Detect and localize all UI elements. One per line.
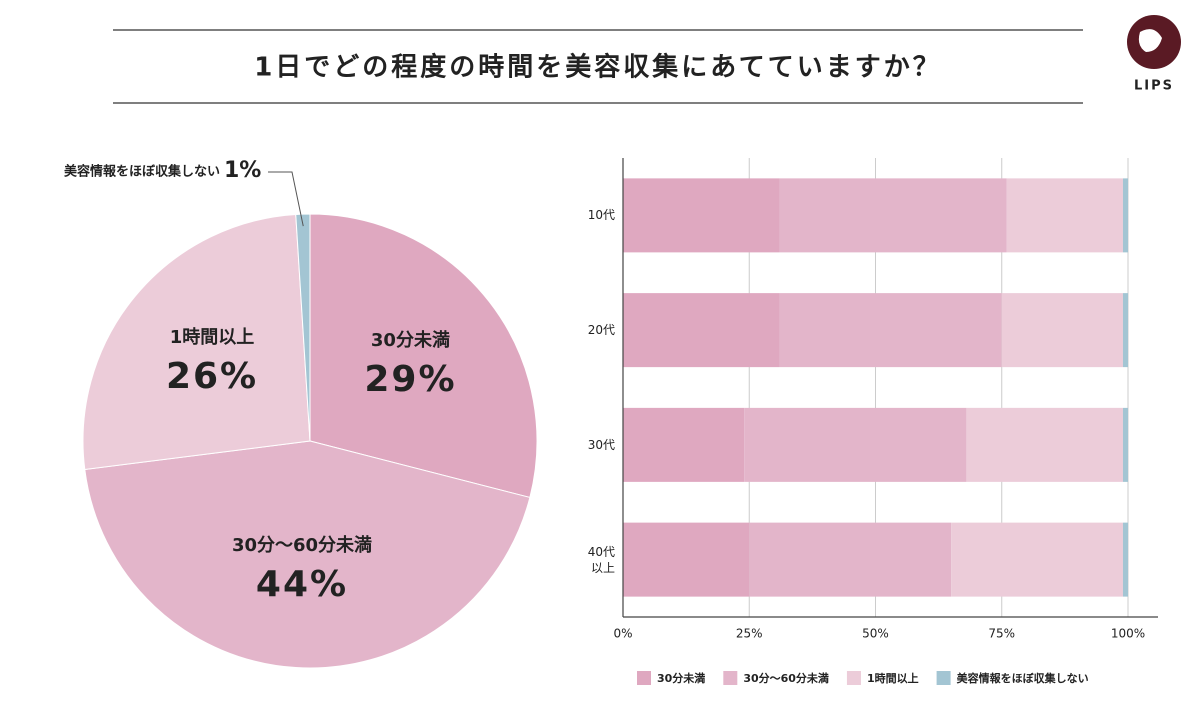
- pie-slice: [82, 213, 311, 471]
- bar-segment: [1006, 178, 1123, 253]
- bar-segment: [623, 293, 780, 368]
- slice-value: 44%: [256, 564, 348, 605]
- bar-segment: [623, 522, 750, 597]
- legend-label: 美容情報をほぼ収集しない: [957, 671, 1089, 685]
- slice-value: 26%: [166, 356, 258, 397]
- x-tick-label: 75%: [988, 627, 1015, 641]
- legend-label: 30分〜60分未満: [743, 671, 829, 685]
- slice-category: 30分未満: [371, 329, 450, 351]
- x-tick-label: 25%: [736, 627, 763, 641]
- y-tick-label: 10代: [587, 208, 615, 223]
- slice-value: 1%: [224, 158, 261, 183]
- slice-value: 29%: [364, 359, 456, 400]
- legend-swatch: [723, 671, 738, 685]
- bar-segment: [966, 407, 1123, 482]
- logo-text: LIPS: [1134, 79, 1174, 94]
- slice-category: 30分〜60分未満: [232, 534, 372, 556]
- bar-segment: [779, 293, 1002, 368]
- x-tick-label: 100%: [1111, 627, 1145, 641]
- legend-swatch: [846, 671, 861, 685]
- bar-segment: [779, 178, 1007, 253]
- y-tick-label: 30代: [587, 437, 615, 452]
- pie-slice: [295, 213, 311, 442]
- bar-segment: [1122, 522, 1128, 597]
- legend-label: 30分未満: [657, 671, 705, 685]
- pie-slice: [309, 213, 538, 499]
- pie-slice: [84, 440, 531, 669]
- bar-segment: [1122, 178, 1128, 253]
- y-tick-label: 40代以上: [587, 544, 615, 575]
- bar-segment: [623, 407, 745, 482]
- y-tick-label: 20代: [587, 323, 615, 338]
- legend-swatch: [637, 671, 651, 685]
- logo-icon: [1138, 29, 1162, 52]
- slice-category: 美容情報をほぼ収集しない: [64, 164, 220, 180]
- slice-category: 1時間以上: [170, 327, 255, 348]
- bar-segment: [1122, 407, 1128, 482]
- title: 1日でどの程度の時間を美容収集にあてていますか？: [254, 52, 942, 83]
- x-tick-label: 50%: [862, 627, 889, 641]
- leader-line: [268, 171, 304, 227]
- bar-segment: [951, 522, 1123, 597]
- x-tick-label: 0%: [613, 627, 632, 641]
- bar-segment: [744, 407, 967, 482]
- legend-swatch: [936, 671, 951, 685]
- bar-segment: [1122, 293, 1128, 368]
- bar-segment: [1001, 293, 1123, 368]
- bar-segment: [623, 178, 780, 253]
- bar-segment: [749, 522, 952, 597]
- legend-label: 1時間以上: [867, 671, 919, 685]
